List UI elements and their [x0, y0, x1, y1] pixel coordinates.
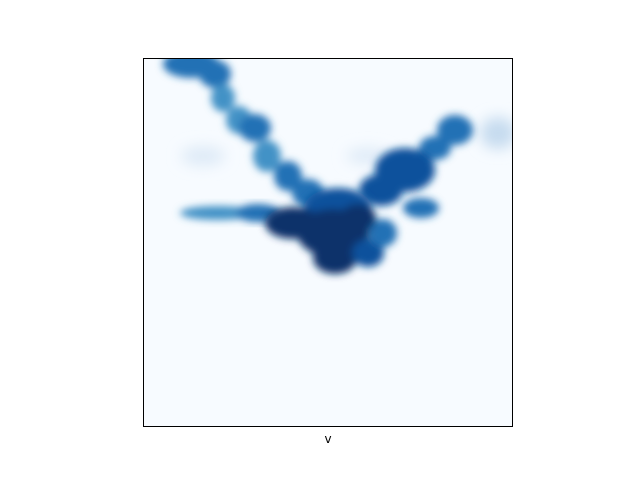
heatmap-image	[163, 58, 513, 274]
dense-core	[265, 188, 397, 274]
x-axis-label: v	[324, 432, 332, 446]
heatmap-plot-area	[143, 58, 513, 427]
diagonal-band	[163, 58, 324, 207]
left-arm	[180, 204, 280, 222]
right-branch	[359, 115, 473, 218]
